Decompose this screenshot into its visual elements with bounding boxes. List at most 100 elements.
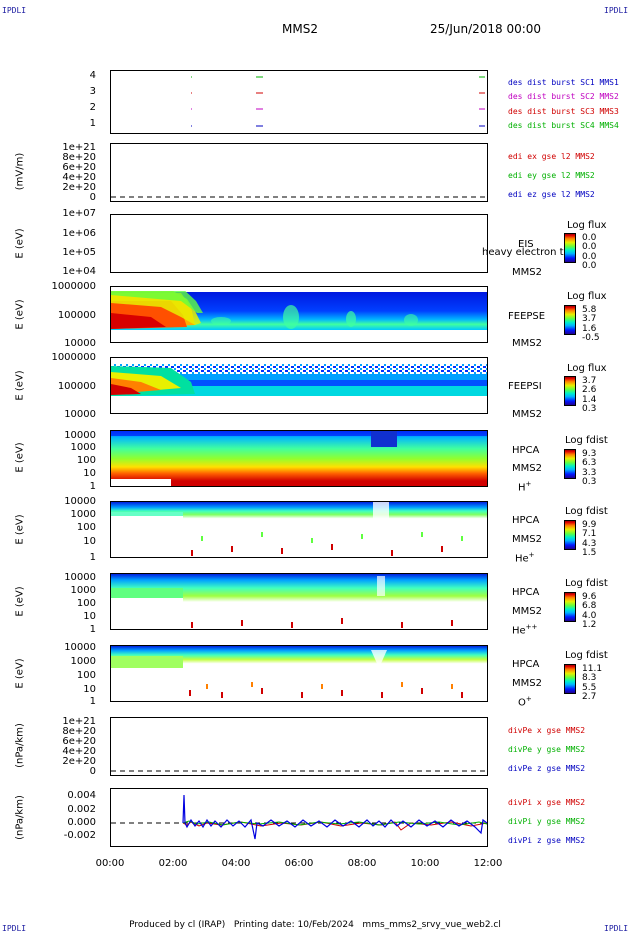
divpi-plot	[111, 794, 487, 840]
colorbar-title: Log fdist	[565, 578, 608, 589]
colorbar-value: 4.0	[582, 611, 597, 621]
y-axis-label: (nPa/km)	[14, 795, 26, 840]
y-tick: 10000	[64, 338, 96, 349]
panel-hpca-o	[110, 645, 488, 702]
species-label: He+	[515, 551, 535, 565]
y-tick: 1	[89, 624, 96, 635]
colorbar-value: 1.6	[582, 324, 597, 334]
y-tick: 1	[89, 552, 96, 563]
y-tick: 2e+20	[62, 756, 96, 767]
spectrogram-hpca-h	[111, 431, 487, 486]
panel-feepsi	[110, 357, 488, 414]
y-axis-label: E (eV)	[14, 586, 26, 617]
corner-label: IPDLI	[604, 924, 629, 933]
y-tick: 10000	[64, 496, 96, 507]
corner-label: IPDLI	[2, 924, 27, 933]
species-label: He++	[512, 623, 538, 637]
y-tick: 10	[83, 468, 96, 479]
y-tick: 4e+20	[62, 746, 96, 757]
spectrogram-feepsi	[111, 364, 487, 413]
y-tick: 10000	[64, 642, 96, 653]
y-axis-label: E (eV)	[14, 442, 26, 473]
spacecraft-label: MMS2	[512, 409, 542, 420]
colorbar-value: 8.3	[582, 673, 597, 683]
colorbar	[564, 376, 576, 406]
y-tick: 100	[76, 598, 96, 609]
y-tick: 0.002	[67, 804, 96, 815]
colorbar	[564, 664, 576, 694]
colorbar-value: 5.8	[582, 305, 597, 315]
species-label: O+	[518, 695, 532, 709]
corner-label: IPDLI	[2, 6, 27, 15]
colorbar-title: Log fdist	[565, 506, 608, 517]
x-tick: 06:00	[284, 858, 314, 869]
panel-hpca-he2	[110, 573, 488, 630]
colorbar-value: 9.6	[582, 592, 597, 602]
y-tick: 1000000	[51, 352, 96, 363]
y-axis-label: E (eV)	[14, 514, 26, 545]
divpi-z-series	[182, 794, 487, 840]
y-tick: 1e+04	[62, 266, 96, 277]
y-tick: 0	[89, 192, 96, 203]
spectrogram-hpca-he1	[111, 502, 487, 557]
colorbar	[564, 592, 576, 622]
y-tick: 2	[89, 102, 96, 113]
colorbar-value: 9.3	[582, 449, 597, 459]
colorbar-value: 5.5	[582, 683, 597, 693]
colorbar-value: 4.3	[582, 539, 597, 549]
y-tick: 1000000	[51, 281, 96, 292]
y-tick: 10	[83, 536, 96, 547]
y-axis-label: E (eV)	[14, 299, 26, 330]
colorbar-title: Log fdist	[565, 650, 608, 661]
colorbar-value: 6.3	[582, 458, 597, 468]
y-tick: 100	[76, 522, 96, 533]
colorbar-value: 6.8	[582, 601, 597, 611]
y-tick: 1	[89, 481, 96, 492]
colorbar-value: 0.3	[582, 404, 597, 414]
burst-plot	[191, 76, 485, 127]
panel-divpi	[110, 788, 488, 847]
colorbar-title: Log flux	[567, 291, 607, 302]
y-axis-label: (mV/m)	[14, 152, 26, 191]
legend-entry: edi ez gse l2 MMS2	[508, 190, 595, 199]
legend-entry: des dist burst SC3 MMS3	[508, 107, 619, 116]
colorbar-value: 1.2	[582, 620, 597, 630]
spacecraft-label: MMS2	[512, 338, 542, 349]
legend-entry: des dist burst SC1 MMS1	[508, 78, 619, 87]
panel-divpe	[110, 717, 488, 776]
y-tick: 0	[89, 766, 96, 777]
spacecraft-label: MMS2	[512, 534, 542, 545]
y-tick: 1e+21	[62, 716, 96, 727]
legend-entry: edi ey gse l2 MMS2	[508, 171, 595, 180]
colorbar	[564, 449, 576, 479]
legend-entry: divPe z gse MMS2	[508, 764, 586, 773]
corner-label: IPDLI	[604, 6, 629, 15]
y-tick: 3	[89, 86, 96, 97]
panel-burst	[110, 70, 488, 134]
x-tick: 12:00	[473, 858, 503, 869]
spacecraft-label: MMS2	[512, 267, 542, 278]
legend-entry: des dist burst SC4 MMS4	[508, 121, 619, 130]
instrument-label: HPCA	[512, 445, 540, 456]
spacecraft-label: MMS2	[512, 463, 542, 474]
colorbar	[564, 520, 576, 550]
y-tick: 1	[89, 696, 96, 707]
x-tick: 02:00	[158, 858, 188, 869]
colorbar-value: 1.5	[582, 548, 597, 558]
species-label: H+	[518, 480, 532, 494]
y-tick: 8e+20	[62, 152, 96, 163]
y-tick: 10000	[64, 572, 96, 583]
x-tick: 04:00	[221, 858, 251, 869]
x-tick: 00:00	[95, 858, 125, 869]
legend-entry: divPe x gse MMS2	[508, 726, 586, 735]
colorbar-value: 2.6	[582, 385, 597, 395]
y-tick: 1000	[70, 442, 96, 453]
y-tick: 1000	[70, 509, 96, 520]
y-tick: 2e+20	[62, 182, 96, 193]
y-tick: 6e+20	[62, 736, 96, 747]
y-tick: -0.002	[63, 830, 96, 841]
colorbar-value: 3.7	[582, 314, 597, 324]
y-tick: 1e+06	[62, 228, 96, 239]
y-tick: 6e+20	[62, 162, 96, 173]
colorbar-value: 0.0	[582, 242, 597, 252]
